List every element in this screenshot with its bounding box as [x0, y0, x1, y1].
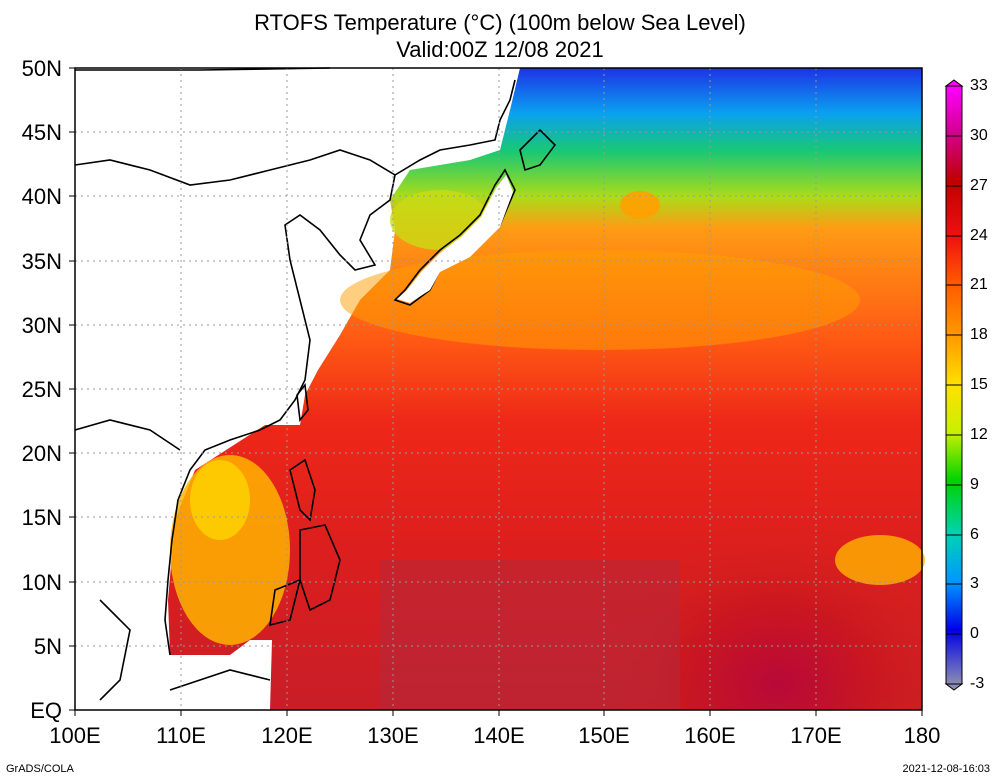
axis-ticks: [69, 67, 923, 716]
lat-label: 50N: [21, 56, 62, 81]
lat-label: EQ: [30, 698, 62, 723]
lat-label: 40N: [21, 184, 62, 209]
lat-label: 30N: [21, 313, 62, 338]
lon-label: 110E: [156, 723, 206, 748]
colorbar-label: -3: [970, 675, 985, 692]
lon-label: 160E: [684, 723, 736, 748]
colorbar-label: 0: [970, 625, 979, 642]
land-fill: [397, 175, 513, 303]
software-credit: GrADS/COLA: [6, 763, 74, 775]
lon-label: 170E: [790, 723, 842, 748]
colorbar-label: 21: [970, 276, 988, 293]
gridlines: [75, 68, 922, 710]
lat-label: 5N: [33, 634, 62, 659]
lat-label: 25N: [21, 377, 62, 402]
map-title: RTOFS Temperature (°C) (100m below Sea L…: [254, 10, 746, 35]
valid-time: Valid:00Z 12/08 2021: [396, 37, 604, 62]
lon-label: 140E: [473, 723, 525, 748]
colorbar-label: 24: [970, 227, 988, 244]
lon-label: 100E: [49, 723, 101, 748]
generation-timestamp: 2021-12-08-16:03: [902, 763, 990, 775]
colorbar-label: 3: [970, 575, 979, 592]
colorbar-label: 18: [970, 326, 988, 343]
colorbar-label: 9: [970, 476, 979, 493]
lon-label: 150E: [578, 723, 630, 748]
lon-label: 130E: [367, 723, 419, 748]
colorbar-label: 15: [970, 376, 988, 393]
lon-label: 180: [903, 723, 941, 748]
lat-label: 45N: [21, 120, 62, 145]
lat-label: 35N: [21, 249, 62, 274]
lat-label: 20N: [21, 441, 62, 466]
lat-label: 15N: [21, 505, 62, 530]
colorbar-label: 6: [970, 526, 979, 543]
colorbar-label: 27: [970, 177, 988, 194]
colorbar-label: 12: [970, 426, 988, 443]
lat-label: 10N: [21, 570, 62, 595]
colorbar-label: 30: [970, 127, 988, 144]
colorbar-label: 33: [970, 77, 988, 94]
lon-label: 120E: [261, 723, 313, 748]
colorbar: [944, 79, 964, 691]
